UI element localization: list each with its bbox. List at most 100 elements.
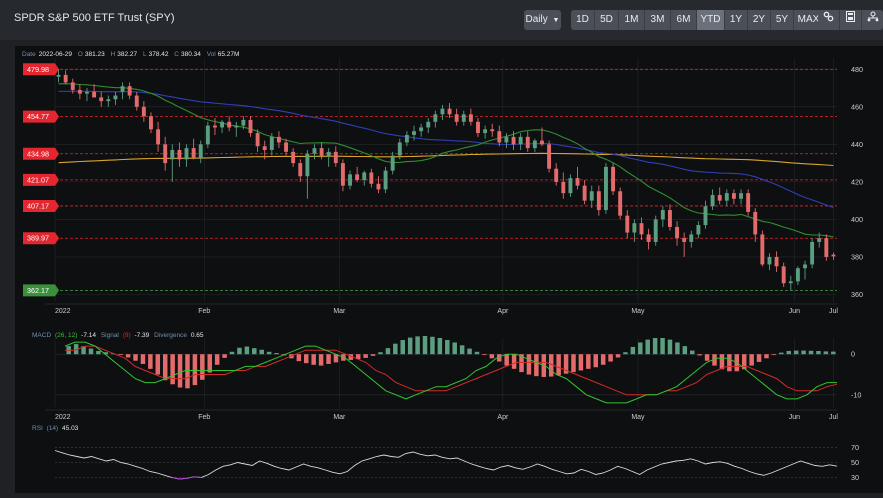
- rsi-value: 45.03: [62, 425, 79, 432]
- level-tag-label: 389.97: [27, 234, 49, 243]
- interval-dropdown[interactable]: Daily ▼: [524, 10, 561, 30]
- candle-body: [753, 211, 758, 235]
- candle-body: [70, 82, 75, 90]
- range-5d-button[interactable]: 5D: [595, 10, 619, 30]
- price-tick-label: 400: [851, 215, 863, 224]
- chart-svg[interactable]: 479.98 454.77 434.98 421.07 407.17 389.97 362.…: [15, 46, 883, 493]
- candle-body: [340, 163, 345, 186]
- candle-body: [461, 114, 466, 122]
- interval-label: Daily: [525, 14, 548, 25]
- candle-body: [667, 210, 672, 227]
- level-tag: [23, 63, 59, 76]
- range-ytd-button[interactable]: YTD: [697, 10, 725, 30]
- rsi-tick-label: 70: [851, 443, 859, 452]
- macd-bar: [489, 354, 495, 359]
- x-tick-label: Apr: [497, 308, 509, 315]
- macd-bar: [96, 350, 101, 355]
- compare-icon[interactable]: [862, 10, 883, 30]
- candle-body: [511, 136, 516, 145]
- settings-icon[interactable]: [818, 10, 840, 30]
- macd-bar: [623, 352, 628, 355]
- range-1d-button[interactable]: 1D: [571, 10, 595, 30]
- macd-label: MACD: [32, 332, 51, 339]
- candle-body: [682, 238, 687, 242]
- macd-bar: [563, 354, 569, 374]
- candle-body: [56, 74, 61, 77]
- candle-body: [504, 136, 509, 143]
- macd-bar: [370, 354, 376, 356]
- macd-bar: [177, 354, 183, 388]
- ohlc-vol: 65.27M: [218, 51, 240, 58]
- macd-bar: [459, 345, 465, 355]
- macd-bar: [296, 354, 302, 362]
- candle-body: [490, 129, 495, 132]
- candle-body: [433, 114, 438, 122]
- x-tick-label: May: [631, 308, 645, 315]
- macd-bar: [192, 354, 198, 386]
- price-tick-label: 380: [851, 252, 863, 261]
- calculator-icon[interactable]: [840, 10, 862, 30]
- macd-bar: [578, 354, 584, 371]
- macd-bar: [445, 340, 450, 355]
- macd-bar: [660, 338, 665, 355]
- rsi-label: RSI: [32, 425, 43, 432]
- macd-div-value: 0.65: [191, 332, 204, 339]
- price-tick-label: 420: [851, 177, 863, 186]
- range-1y-button[interactable]: 1Y: [725, 10, 748, 30]
- range-3m-button[interactable]: 3M: [645, 10, 671, 30]
- macd-bar: [311, 354, 316, 365]
- level-tag-label: 362.17: [27, 286, 49, 295]
- macd-bar: [274, 353, 279, 355]
- range-6m-button[interactable]: 6M: [671, 10, 697, 30]
- macd-bar: [667, 339, 673, 355]
- ohlc-readout: Date 2022-06-29 O 381.23 H 382.27 L 378.42 C…: [22, 51, 239, 58]
- candle-body: [362, 172, 367, 180]
- x-tick-label: Jun: [789, 414, 800, 421]
- symbol-title: SPDR S&P 500 ETF Trust (SPY): [14, 12, 175, 24]
- macd-bar: [348, 354, 354, 360]
- candle-body: [355, 174, 360, 180]
- candle-body: [326, 151, 331, 156]
- candle-body: [696, 225, 701, 235]
- macd-bar: [259, 349, 264, 355]
- macd-bar: [482, 354, 487, 356]
- macd-bar: [73, 344, 79, 355]
- macd-bar: [318, 354, 324, 366]
- macd-signal-value: -7.39: [134, 332, 149, 339]
- x-tick-label: Apr: [497, 414, 509, 421]
- macd-bar: [162, 354, 168, 381]
- macd-bar: [519, 354, 524, 373]
- candle-body: [817, 238, 822, 242]
- macd-bar: [697, 354, 702, 356]
- candle-body: [227, 121, 232, 128]
- range-max-button[interactable]: MAX: [794, 10, 823, 30]
- macd-histogram: [66, 335, 836, 389]
- macd-bar: [556, 354, 561, 376]
- macd-bar: [415, 336, 420, 355]
- price-tick-label: 440: [851, 140, 863, 149]
- candle-body: [639, 223, 644, 235]
- candle-body: [440, 108, 445, 115]
- macd-bar: [303, 354, 309, 364]
- chart-area[interactable]: 479.98 454.77 434.98 421.07 407.17 389.97 362.…: [15, 46, 883, 493]
- macd-bar: [155, 354, 161, 375]
- macd-bar: [638, 342, 643, 355]
- macd-bar: [808, 350, 814, 355]
- range-1m-button[interactable]: 1M: [619, 10, 645, 30]
- macd-signal-param: (9): [123, 332, 131, 339]
- candle-body: [731, 193, 736, 199]
- macd-bar: [237, 347, 242, 355]
- candle-body: [575, 178, 580, 186]
- macd-bar: [148, 354, 153, 369]
- candle-body: [369, 172, 374, 184]
- macd-bar: [400, 340, 406, 355]
- range-2y-button[interactable]: 2Y: [748, 10, 771, 30]
- candle-body: [589, 191, 594, 201]
- candle-body: [184, 148, 189, 160]
- macd-div-label: Divergence: [154, 332, 187, 339]
- candle-body: [803, 264, 807, 269]
- price-x-axis: 2022 Feb Mar Apr May Jun Jul: [45, 303, 838, 315]
- x-tick-label: Jun: [789, 308, 800, 315]
- range-5y-button[interactable]: 5Y: [771, 10, 794, 30]
- macd-bar: [719, 354, 725, 370]
